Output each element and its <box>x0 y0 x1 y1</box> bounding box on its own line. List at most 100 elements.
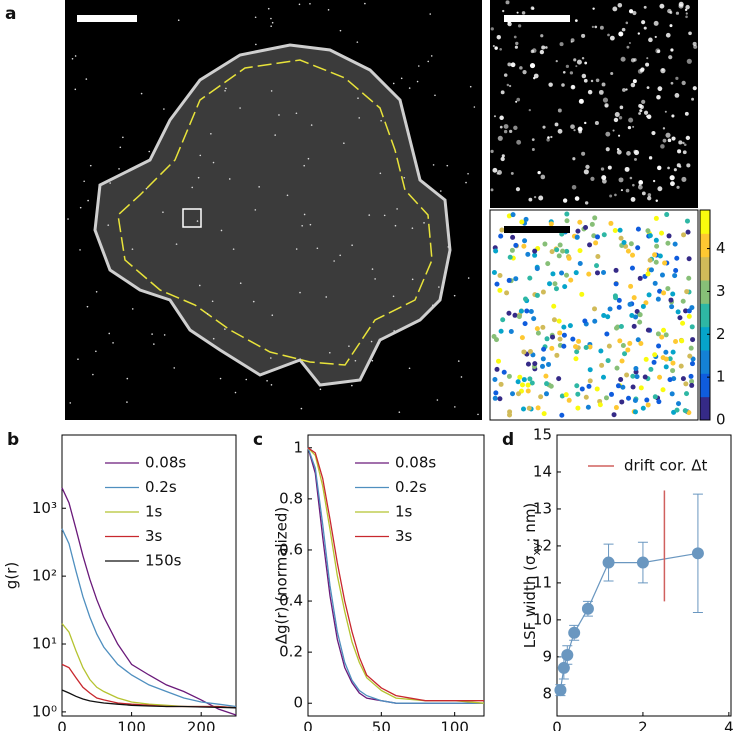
spot <box>590 79 594 83</box>
localization <box>540 356 546 362</box>
spot <box>79 206 82 209</box>
spot <box>77 358 79 360</box>
spot <box>74 55 77 57</box>
spot <box>682 150 687 155</box>
spot <box>637 184 643 190</box>
localization <box>675 309 681 315</box>
localization <box>665 286 671 292</box>
localization <box>564 211 570 217</box>
spot <box>643 26 647 30</box>
spot <box>651 130 656 136</box>
spot <box>594 25 598 29</box>
localization <box>637 312 643 318</box>
localization <box>629 313 635 319</box>
localization <box>652 252 658 258</box>
legend-label: 0.2s <box>145 478 177 496</box>
localization <box>676 401 682 407</box>
spot <box>591 25 594 28</box>
localization <box>583 394 589 400</box>
localization <box>493 390 499 396</box>
spot <box>646 57 649 60</box>
spot <box>683 143 687 147</box>
colorbar-step <box>700 210 710 234</box>
localization <box>522 321 528 327</box>
spot <box>514 45 518 49</box>
y-tick-label: 10¹ <box>32 635 57 653</box>
localization <box>594 386 600 392</box>
localization <box>601 312 607 318</box>
spot <box>509 129 513 134</box>
spot <box>519 66 523 70</box>
spot <box>538 195 544 201</box>
localization <box>673 338 679 344</box>
spot <box>497 170 502 175</box>
spot <box>572 157 576 161</box>
localization <box>630 373 636 379</box>
spot <box>492 167 498 173</box>
spot <box>656 94 661 100</box>
localization <box>593 240 599 246</box>
spot <box>610 71 614 76</box>
spot <box>681 176 687 182</box>
panel-label: a <box>5 4 16 24</box>
spot <box>537 170 541 175</box>
spot <box>676 185 680 189</box>
spot <box>604 103 609 108</box>
spot <box>684 111 689 116</box>
spot <box>521 11 526 15</box>
spot <box>640 67 645 72</box>
x-tick-label: 0 <box>303 719 313 731</box>
localization <box>534 326 540 332</box>
marker <box>561 648 574 661</box>
spot <box>515 41 519 46</box>
spot <box>398 411 401 413</box>
spot <box>493 115 496 118</box>
localization <box>608 220 614 226</box>
spot <box>339 254 341 257</box>
localization <box>582 318 588 324</box>
spot <box>266 379 268 382</box>
spot <box>515 187 521 192</box>
spot <box>225 87 227 90</box>
localization <box>500 317 506 323</box>
localization <box>623 243 629 249</box>
localization <box>616 297 622 303</box>
spot <box>432 164 435 166</box>
spot <box>662 127 666 130</box>
localization <box>506 373 512 379</box>
spot <box>506 83 510 87</box>
spot <box>660 68 666 74</box>
spot <box>510 171 514 175</box>
spot <box>267 7 270 10</box>
localization <box>645 402 651 408</box>
spot <box>570 84 576 90</box>
spot <box>624 166 630 172</box>
marker <box>581 602 594 615</box>
localization <box>543 391 549 397</box>
spot <box>490 188 494 192</box>
y-axis-label: LSF width (σxy; nm) <box>521 503 543 649</box>
localization <box>491 269 497 275</box>
colorbar-frame <box>699 209 711 421</box>
spot <box>454 406 456 408</box>
localization <box>657 253 663 259</box>
spot <box>625 88 628 91</box>
spot <box>303 213 306 216</box>
spot <box>199 154 202 157</box>
spot <box>328 351 331 354</box>
spot <box>467 172 469 175</box>
localization <box>687 353 693 359</box>
spot <box>503 129 508 134</box>
spot <box>607 33 610 37</box>
spot <box>529 63 536 69</box>
localization <box>664 212 670 218</box>
spot <box>427 60 430 63</box>
spot <box>333 260 335 262</box>
spot <box>212 337 215 340</box>
legend-label: 0.2s <box>395 478 427 496</box>
spot <box>496 35 501 40</box>
localization <box>645 228 651 234</box>
y-tick-label: 10⁰ <box>32 702 57 720</box>
legend-label: 3s <box>145 527 163 545</box>
localization <box>643 300 649 306</box>
